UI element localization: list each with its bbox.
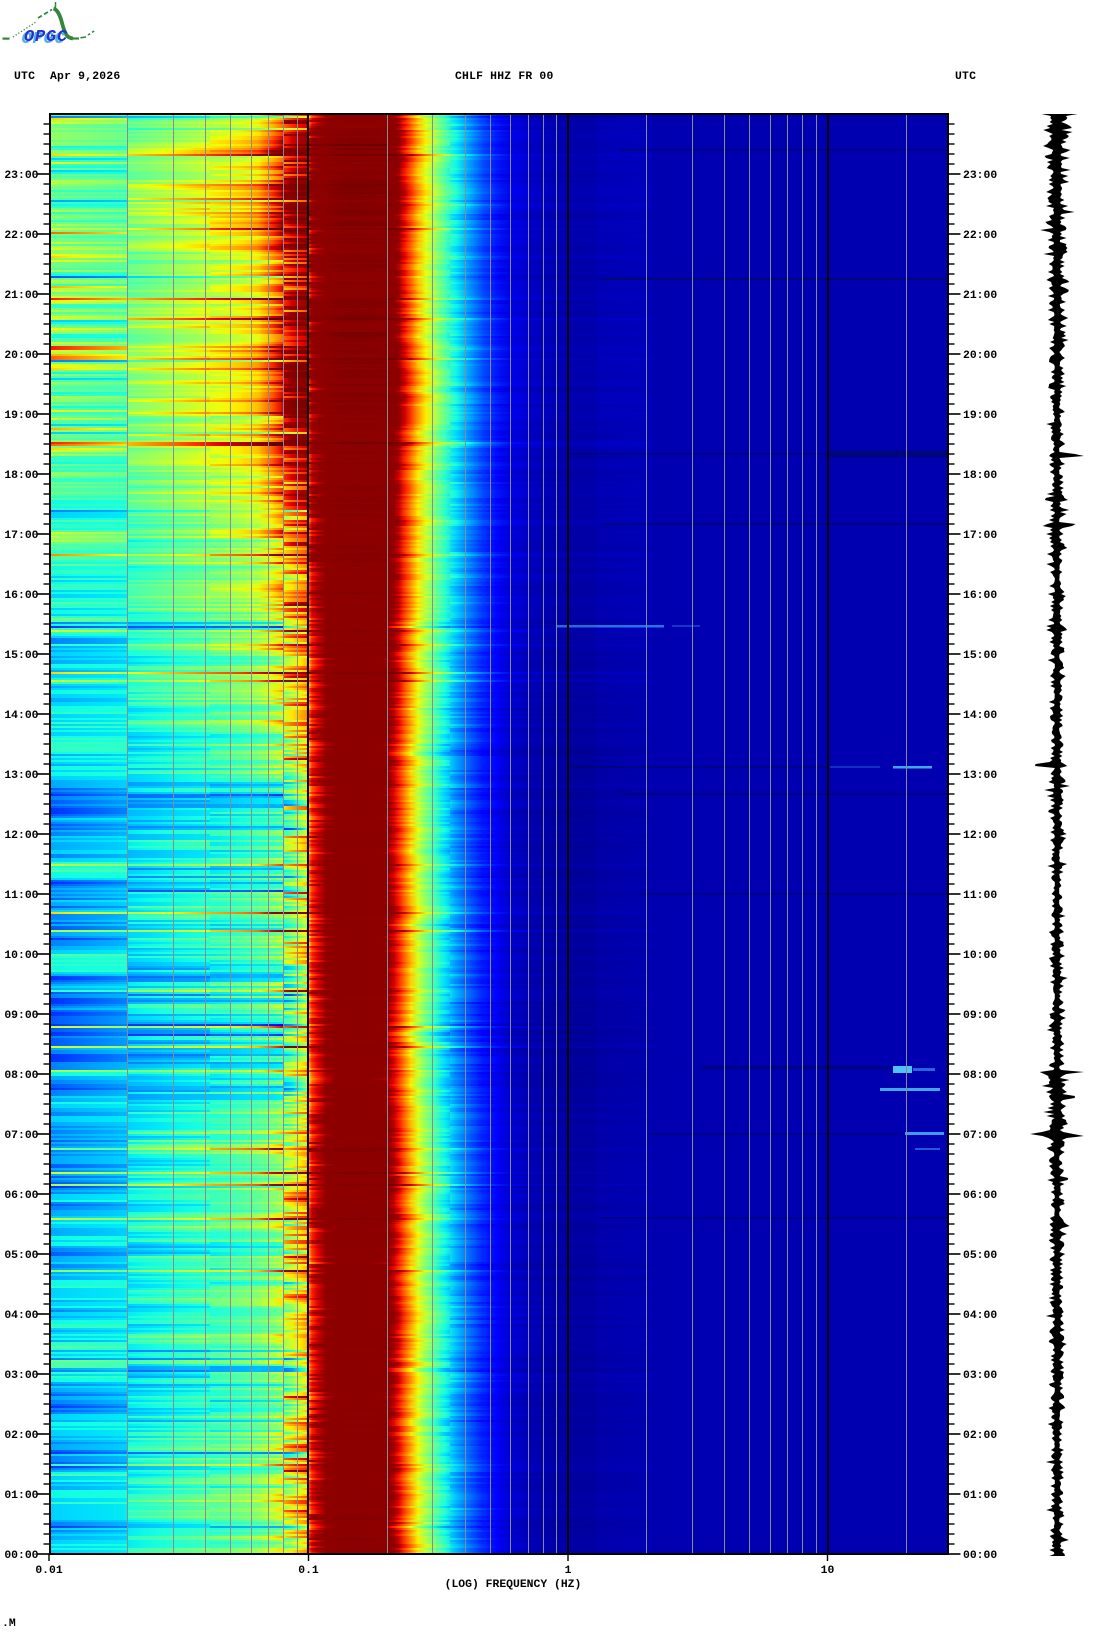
svg-text:07:00: 07:00 [4, 1130, 38, 1142]
svg-text:15:00: 15:00 [4, 650, 38, 662]
svg-text:01:00: 01:00 [4, 1490, 38, 1502]
svg-text:13:00: 13:00 [4, 770, 38, 782]
svg-text:13:00: 13:00 [963, 770, 997, 782]
svg-text:18:00: 18:00 [963, 470, 997, 482]
svg-text:01:00: 01:00 [963, 1490, 997, 1502]
svg-text:(LOG) FREQUENCY (HZ): (LOG) FREQUENCY (HZ) [445, 1579, 582, 1591]
svg-text:OPGC: OPGC [24, 28, 68, 47]
svg-text:14:00: 14:00 [4, 710, 38, 722]
svg-text:0.1: 0.1 [298, 1565, 319, 1577]
svg-text:06:00: 06:00 [4, 1190, 38, 1202]
svg-text:09:00: 09:00 [4, 1010, 38, 1022]
svg-text:09:00: 09:00 [963, 1010, 997, 1022]
svg-text:UTC: UTC [955, 71, 976, 83]
svg-text:22:00: 22:00 [963, 230, 997, 242]
svg-text:12:00: 12:00 [4, 830, 38, 842]
svg-text:10: 10 [821, 1565, 835, 1577]
svg-text:21:00: 21:00 [4, 290, 38, 302]
svg-text:03:00: 03:00 [963, 1370, 997, 1382]
svg-text:08:00: 08:00 [4, 1070, 38, 1082]
svg-text:23:00: 23:00 [4, 170, 38, 182]
svg-text:20:00: 20:00 [4, 350, 38, 362]
svg-text:00:00: 00:00 [963, 1550, 997, 1562]
svg-text:03:00: 03:00 [4, 1370, 38, 1382]
svg-text:Apr 9,2026: Apr 9,2026 [50, 71, 120, 83]
svg-text:04:00: 04:00 [4, 1310, 38, 1322]
svg-text:04:00: 04:00 [963, 1310, 997, 1322]
svg-text:14:00: 14:00 [963, 710, 997, 722]
svg-text:CHLF HHZ FR 00: CHLF HHZ FR 00 [455, 71, 554, 83]
svg-text:19:00: 19:00 [4, 410, 38, 422]
svg-text:18:00: 18:00 [4, 470, 38, 482]
svg-text:23:00: 23:00 [963, 170, 997, 182]
svg-text:00:00: 00:00 [4, 1550, 38, 1562]
svg-text:0.01: 0.01 [35, 1565, 63, 1577]
svg-text:UTC: UTC [14, 71, 35, 83]
svg-text:17:00: 17:00 [963, 530, 997, 542]
svg-text:07:00: 07:00 [963, 1130, 997, 1142]
svg-text:17:00: 17:00 [4, 530, 38, 542]
svg-text:.M: .M [2, 1618, 16, 1630]
svg-text:16:00: 16:00 [4, 590, 38, 602]
svg-text:11:00: 11:00 [963, 890, 997, 902]
svg-text:02:00: 02:00 [963, 1430, 997, 1442]
svg-text:21:00: 21:00 [963, 290, 997, 302]
svg-text:10:00: 10:00 [963, 950, 997, 962]
svg-text:22:00: 22:00 [4, 230, 38, 242]
svg-text:08:00: 08:00 [963, 1070, 997, 1082]
svg-text:02:00: 02:00 [4, 1430, 38, 1442]
svg-text:15:00: 15:00 [963, 650, 997, 662]
svg-text:16:00: 16:00 [963, 590, 997, 602]
svg-text:1: 1 [565, 1565, 572, 1577]
svg-text:05:00: 05:00 [4, 1250, 38, 1262]
svg-text:10:00: 10:00 [4, 950, 38, 962]
svg-text:20:00: 20:00 [963, 350, 997, 362]
svg-text:11:00: 11:00 [4, 890, 38, 902]
svg-text:12:00: 12:00 [963, 830, 997, 842]
svg-text:19:00: 19:00 [963, 410, 997, 422]
svg-text:OPGC: OPGC [22, 30, 66, 49]
svg-text:05:00: 05:00 [963, 1250, 997, 1262]
svg-text:06:00: 06:00 [963, 1190, 997, 1202]
